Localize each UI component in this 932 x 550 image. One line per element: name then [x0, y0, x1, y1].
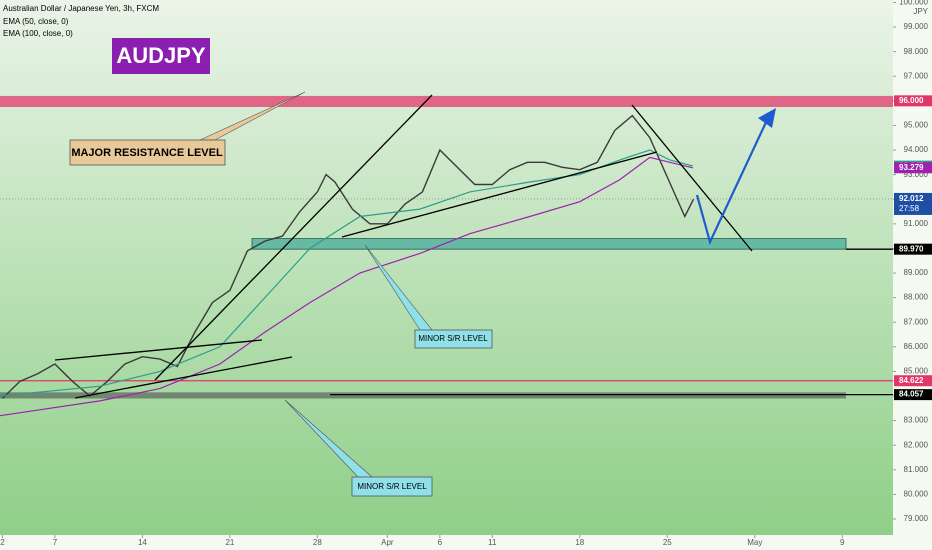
price-label-box	[894, 375, 932, 387]
y-tick-label: 86.000	[904, 342, 929, 351]
badge-text: AUDJPY	[116, 43, 206, 68]
callout-text: MINOR S/R LEVEL	[418, 334, 488, 343]
callout-box	[69, 139, 226, 166]
y-tick-label: 85.000	[904, 367, 929, 376]
trend-lines	[54, 94, 753, 399]
x-tick-label: 6	[438, 538, 443, 547]
callout-box	[414, 329, 493, 349]
currency-label: JPY	[913, 7, 928, 16]
price-label: 89.970	[899, 244, 924, 253]
zone	[0, 392, 846, 399]
y-tick-label: 93.000	[904, 170, 929, 179]
callout-box	[351, 476, 433, 497]
price-label-box	[894, 243, 932, 255]
x-tick-label: Apr	[381, 538, 394, 547]
price-label-box	[894, 95, 932, 107]
price-line	[1, 114, 695, 399]
price-label-box	[894, 162, 932, 174]
indicator-label: EMA (50, close, 0)	[3, 17, 69, 26]
badge-box	[112, 38, 210, 74]
plot-background	[0, 0, 893, 535]
x-tick-label: 14	[138, 538, 147, 547]
price-label: 84.057	[899, 390, 924, 399]
y-tick-label: 100.000	[899, 0, 928, 7]
callout-text: MINOR S/R LEVEL	[357, 482, 427, 491]
price-label-box	[894, 389, 932, 401]
y-tick-label: 79.000	[904, 514, 929, 523]
y-tick-label: 82.000	[904, 440, 929, 449]
projection-arrow	[695, 117, 769, 246]
y-tick-label: 83.000	[904, 416, 929, 425]
x-tick-label: May	[747, 538, 762, 547]
y-tick-label: 81.000	[904, 465, 929, 474]
x-tick-label: 7	[53, 538, 58, 547]
y-tick-label: 98.000	[904, 47, 929, 56]
x-tick-label: 2	[0, 538, 5, 547]
y-tick-label: 88.000	[904, 293, 929, 302]
x-tick-label: 28	[313, 538, 322, 547]
callout-text: MAJOR RESISTANCE LEVEL	[71, 147, 223, 159]
y-tick-label: 95.000	[904, 121, 929, 130]
x-tick-label: 25	[663, 538, 672, 547]
x-tick-label: 18	[575, 538, 584, 547]
y-tick-label: 99.000	[904, 22, 929, 31]
price-label: 96.000	[899, 96, 924, 105]
arrow-head	[758, 108, 776, 128]
price-axis	[893, 0, 932, 550]
price-label: 84.622	[899, 376, 924, 385]
indicator-label: EMA (100, close, 0)	[3, 29, 73, 38]
x-tick-label: 21	[225, 538, 234, 547]
zone	[251, 238, 847, 250]
y-tick-label: 97.000	[904, 71, 929, 80]
countdown: 27:58	[899, 204, 920, 213]
price-label-box	[894, 192, 932, 215]
ema-line	[0, 156, 693, 417]
y-tick-label: 91.000	[904, 219, 929, 228]
y-tick-label: 89.000	[904, 268, 929, 277]
y-tick-label: 87.000	[904, 317, 929, 326]
x-tick-label: 9	[840, 538, 845, 547]
zone	[0, 95, 893, 107]
chart-title: Australian Dollar / Japanese Yen, 3h, FX…	[3, 4, 159, 13]
price-label: 93.279	[899, 163, 924, 172]
price-label: 92.012	[899, 194, 924, 203]
time-axis	[0, 535, 893, 550]
x-tick-label: 11	[488, 538, 497, 547]
y-tick-label: 94.000	[904, 145, 929, 154]
y-tick-label: 80.000	[904, 490, 929, 499]
ema-line	[0, 149, 693, 397]
